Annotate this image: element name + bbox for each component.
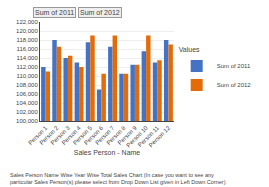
- svg-text:102,000: 102,000: [16, 109, 38, 115]
- svg-text:100,000: 100,000: [16, 118, 38, 124]
- svg-text:Values: Values: [179, 46, 200, 53]
- svg-text:118,000: 118,000: [17, 37, 39, 43]
- svg-text:Person 8: Person 8: [105, 124, 127, 146]
- svg-text:Person 7: Person 7: [94, 124, 116, 146]
- svg-text:108,000: 108,000: [16, 82, 38, 88]
- svg-text:Person 10: Person 10: [125, 124, 149, 148]
- svg-text:Person 12: Person 12: [148, 124, 172, 148]
- svg-text:116,000: 116,000: [17, 46, 39, 52]
- svg-text:Person 9: Person 9: [117, 124, 139, 146]
- svg-text:114,000: 114,000: [17, 55, 39, 61]
- svg-text:Sales Person - Name: Sales Person - Name: [74, 149, 141, 156]
- svg-text:122,000: 122,000: [16, 19, 38, 25]
- svg-text:104,000: 104,000: [16, 100, 38, 106]
- svg-text:112,000: 112,000: [17, 64, 39, 70]
- svg-text:Person 11: Person 11: [137, 124, 161, 148]
- svg-text:Person 5: Person 5: [72, 124, 94, 146]
- svg-text:Person 1: Person 1: [27, 124, 49, 146]
- svg-text:Sum of 2012: Sum of 2012: [80, 9, 120, 16]
- svg-text:Sum of 2011: Sum of 2011: [217, 63, 251, 69]
- svg-text:Sales Person Name Wise Year Wi: Sales Person Name Wise Year Wise Total S…: [10, 172, 226, 185]
- svg-text:Person 4: Person 4: [61, 124, 83, 146]
- svg-text:Person 6: Person 6: [83, 124, 105, 146]
- svg-text:120,000: 120,000: [16, 28, 38, 34]
- svg-text:110,000: 110,000: [17, 73, 39, 79]
- svg-text:Sum of 2011: Sum of 2011: [35, 9, 74, 16]
- svg-text:Person 3: Person 3: [50, 124, 72, 146]
- svg-text:Sum of 2012: Sum of 2012: [217, 82, 252, 88]
- svg-text:Person 2: Person 2: [38, 124, 60, 146]
- svg-text:106,000: 106,000: [16, 91, 38, 97]
